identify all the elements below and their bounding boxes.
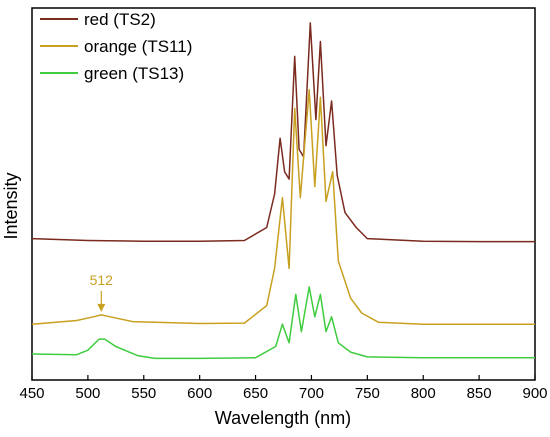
x-tick-label: 700 [299, 385, 324, 402]
series-line-2 [31, 286, 535, 360]
legend-label: orange (TS11) [84, 37, 192, 56]
legend-label: red (TS2) [84, 10, 156, 29]
series-line-1 [31, 89, 535, 325]
x-tick-label: 850 [467, 385, 492, 402]
x-tick-label: 750 [355, 385, 380, 402]
x-tick-label: 900 [522, 385, 547, 402]
legend-label: green (TS13) [84, 64, 184, 83]
x-tick-label: 550 [131, 385, 156, 402]
peak-annotation: 512 [90, 272, 114, 312]
x-tick-label: 500 [75, 385, 100, 402]
series-lines [31, 22, 535, 360]
x-tick-label: 800 [411, 385, 436, 402]
plot-frame [31, 7, 536, 381]
legend: red (TS2) orange (TS11) green (TS13) [40, 10, 192, 83]
x-tick-label: 600 [187, 385, 212, 402]
x-axis-ticks: 450 500 550 600 650 700 750 800 850 900 [19, 375, 548, 402]
x-tick-label: 450 [19, 385, 44, 402]
y-axis-title: Intensity [1, 172, 21, 239]
x-tick-label: 650 [243, 385, 268, 402]
x-axis-title: Wavelength (nm) [215, 408, 351, 428]
annotation-arrow-head [97, 303, 106, 312]
annotation-label: 512 [90, 272, 114, 288]
